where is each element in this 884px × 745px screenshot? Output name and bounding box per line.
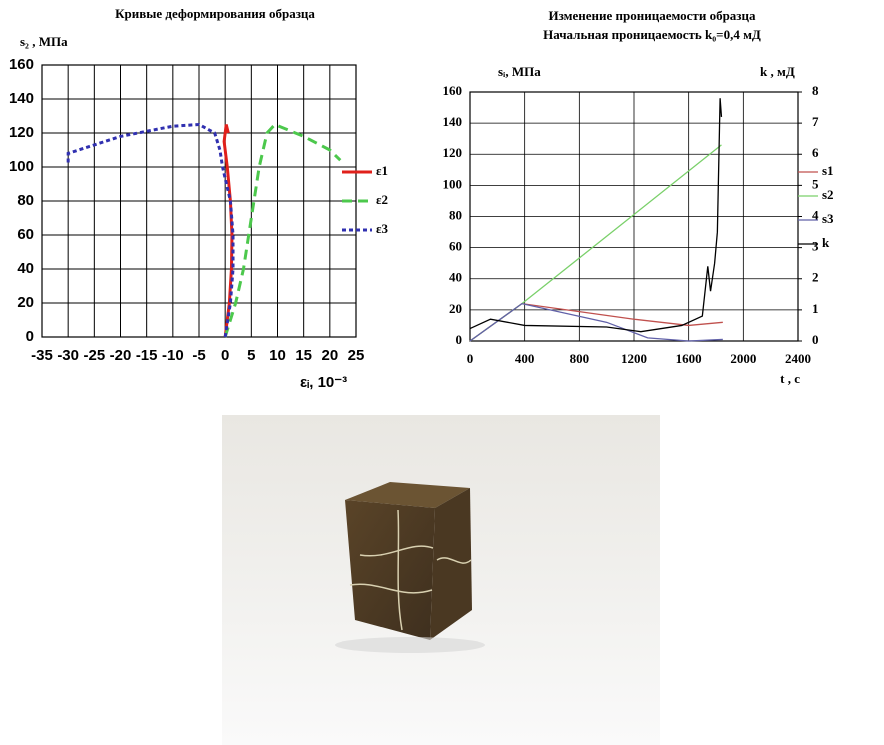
y2-tick-label: 7 bbox=[812, 114, 819, 129]
y-tick-label: 160 bbox=[9, 56, 34, 73]
photo bbox=[222, 415, 660, 745]
chart-title: Кривые деформирования образца bbox=[115, 6, 315, 21]
x-tick-label: 15 bbox=[295, 347, 312, 364]
x-tick-label: 1200 bbox=[621, 351, 647, 366]
x-tick-label: -30 bbox=[57, 347, 79, 364]
y-tick-label: 140 bbox=[443, 114, 463, 129]
x-tick-label: 5 bbox=[247, 347, 255, 364]
y-tick-label: 0 bbox=[26, 328, 34, 345]
x-tick-label: 400 bbox=[515, 351, 535, 366]
legend-label: k bbox=[822, 235, 830, 250]
legend-label: ε2 bbox=[376, 192, 388, 207]
series-line bbox=[225, 125, 340, 338]
y-tick-label: 160 bbox=[443, 83, 463, 98]
x-tick-label: 2400 bbox=[785, 351, 811, 366]
y-tick-label: 60 bbox=[449, 239, 462, 254]
y-tick-label: 100 bbox=[9, 158, 34, 175]
y2-tick-label: 5 bbox=[812, 176, 819, 191]
y2-axis-label: k , мД bbox=[760, 64, 795, 79]
x-tick-label: -35 bbox=[31, 347, 53, 364]
y-tick-label: 0 bbox=[456, 332, 463, 347]
legend-label: s2 bbox=[822, 187, 834, 202]
y2-tick-label: 6 bbox=[812, 145, 819, 160]
y-tick-label: 40 bbox=[449, 270, 462, 285]
y-tick-label: 80 bbox=[17, 192, 34, 209]
x-tick-label: 0 bbox=[467, 351, 474, 366]
y-tick-label: 20 bbox=[17, 294, 34, 311]
x-tick-label: 0 bbox=[221, 347, 229, 364]
x-axis-label: t , с bbox=[780, 371, 800, 386]
y2-tick-label: 8 bbox=[812, 83, 819, 98]
chart-title: Изменение проницаемости образца bbox=[548, 8, 756, 23]
x-axis-label: εᵢ, 10⁻³ bbox=[300, 374, 347, 391]
legend-label: s3 bbox=[822, 211, 834, 226]
x-tick-label: 25 bbox=[348, 347, 365, 364]
legend-label: ε1 bbox=[376, 163, 388, 178]
x-tick-label: 20 bbox=[321, 347, 338, 364]
y-tick-label: 120 bbox=[443, 145, 463, 160]
y2-tick-label: 1 bbox=[812, 301, 819, 316]
series-line bbox=[470, 145, 721, 341]
y-tick-label: 120 bbox=[9, 124, 34, 141]
legend-label: s1 bbox=[822, 163, 834, 178]
chart-subtitle: Начальная проницаемость k₀=0,4 мД bbox=[543, 27, 761, 42]
y-tick-label: 140 bbox=[9, 90, 34, 107]
x-tick-label: 800 bbox=[570, 351, 590, 366]
legend-label: ε3 bbox=[376, 221, 389, 236]
x-tick-label: 2000 bbox=[730, 351, 756, 366]
y-tick-label: 60 bbox=[17, 226, 34, 243]
x-tick-label: -15 bbox=[136, 347, 158, 364]
x-tick-label: 10 bbox=[269, 347, 286, 364]
y2-tick-label: 0 bbox=[812, 332, 819, 347]
x-tick-label: 1600 bbox=[676, 351, 702, 366]
series-line bbox=[68, 125, 233, 338]
y-axis-label: s₂ , МПа bbox=[20, 34, 68, 49]
series-line bbox=[470, 98, 721, 331]
y2-tick-label: 2 bbox=[812, 270, 819, 285]
x-tick-label: -10 bbox=[162, 347, 184, 364]
y2-tick-label: 3 bbox=[812, 239, 819, 254]
y-axis-label: sᵢ, МПа bbox=[498, 64, 541, 79]
y-tick-label: 80 bbox=[449, 207, 462, 222]
y-tick-label: 40 bbox=[17, 260, 34, 277]
figure: Кривые деформирования образца s₂ , МПа ε… bbox=[0, 0, 884, 745]
x-tick-label: -20 bbox=[110, 347, 132, 364]
x-tick-label: -5 bbox=[192, 347, 205, 364]
y-tick-label: 100 bbox=[443, 176, 463, 191]
y-tick-label: 20 bbox=[449, 301, 462, 316]
x-tick-label: -25 bbox=[83, 347, 105, 364]
